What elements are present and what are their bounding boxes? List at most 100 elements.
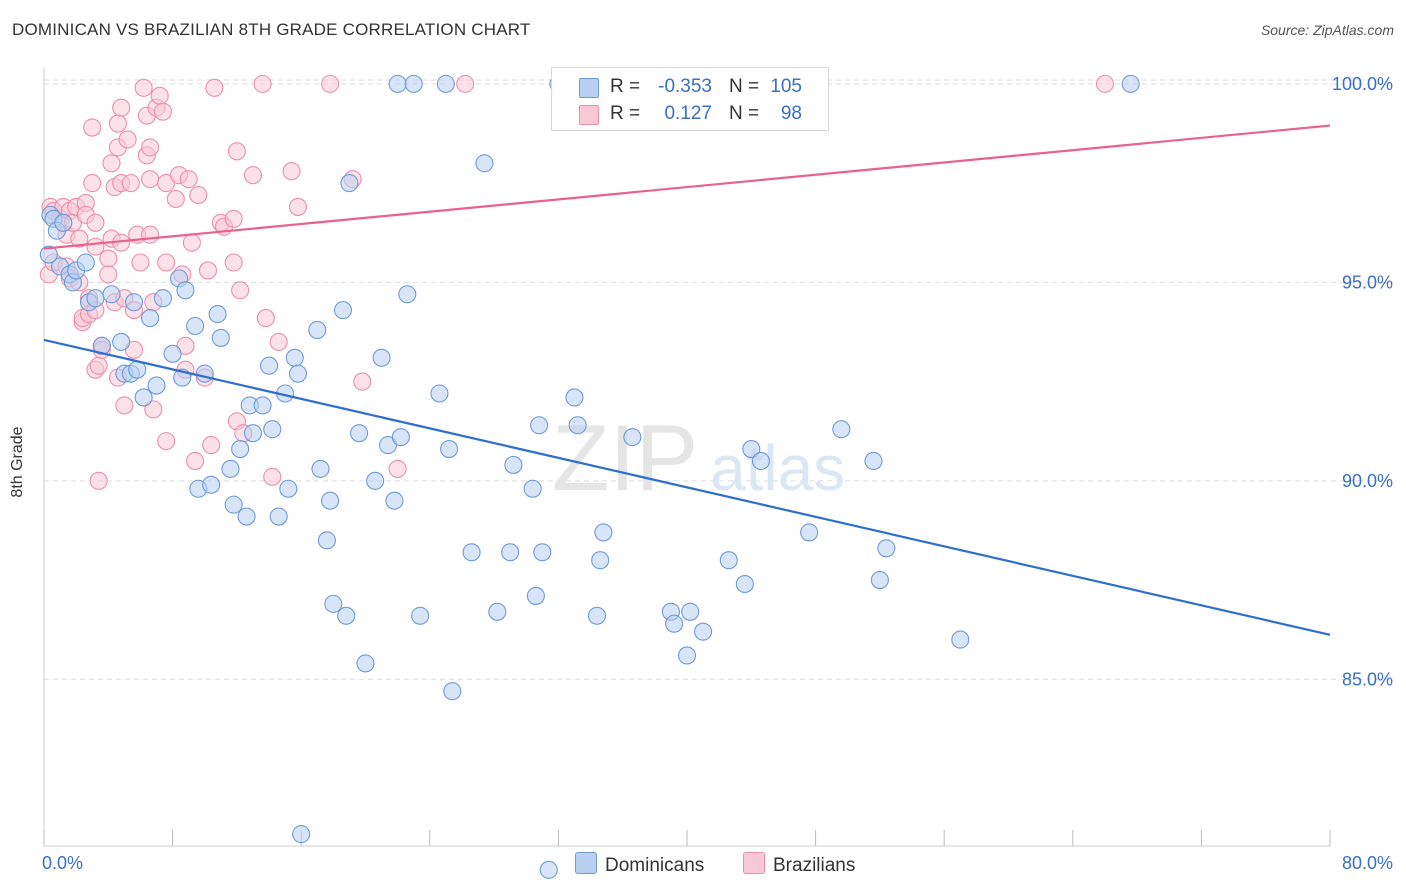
brazilian-point bbox=[70, 229, 89, 248]
brazilian-point bbox=[134, 78, 153, 97]
dominican-point bbox=[440, 440, 459, 459]
dominicans-swatch bbox=[579, 78, 599, 98]
brazilian-point bbox=[102, 154, 121, 173]
brazilian-point bbox=[198, 261, 218, 280]
y-tick-label: 85.0% bbox=[1342, 669, 1393, 689]
brazilian-point bbox=[89, 356, 108, 375]
dominican-point bbox=[153, 289, 173, 308]
dominican-point bbox=[92, 336, 111, 355]
brazilian-point bbox=[99, 249, 118, 268]
dominican-point bbox=[186, 316, 205, 336]
dominican-point bbox=[311, 459, 330, 478]
dominican-point bbox=[462, 543, 481, 562]
dominican-point bbox=[530, 416, 549, 435]
brazilian-point bbox=[269, 332, 288, 351]
dominican-point bbox=[221, 459, 240, 478]
dominican-point bbox=[211, 328, 230, 347]
dominican-point bbox=[800, 523, 819, 542]
brazilian-point bbox=[353, 372, 372, 391]
dominican-point bbox=[591, 551, 610, 570]
dominican-point bbox=[594, 523, 613, 542]
dominican-point bbox=[533, 543, 552, 562]
dominican-point bbox=[719, 551, 738, 570]
brazilian-point bbox=[118, 130, 137, 149]
dominican-point bbox=[224, 495, 243, 514]
dominican-point bbox=[694, 622, 713, 641]
brazilian-point bbox=[124, 340, 144, 359]
dominican-point bbox=[504, 455, 523, 474]
brazilian-point bbox=[83, 118, 102, 137]
brazilian-point bbox=[141, 138, 160, 157]
dominican-point bbox=[141, 309, 160, 328]
dominican-point bbox=[39, 245, 58, 264]
dominican-point bbox=[568, 416, 587, 435]
y-tick-label: 95.0% bbox=[1342, 272, 1393, 292]
brazilian-point bbox=[153, 102, 173, 121]
dominican-point bbox=[751, 451, 770, 471]
brazilians-trend-line bbox=[43, 124, 1331, 250]
source-label: Source: ZipAtlas.com bbox=[1260, 22, 1394, 38]
dominican-point bbox=[76, 253, 95, 272]
dominican-point bbox=[411, 606, 430, 625]
data-points bbox=[39, 74, 1140, 879]
trend-lines bbox=[43, 124, 1331, 636]
x-tick-label-min: 0.0% bbox=[42, 853, 83, 873]
brazilian-point bbox=[189, 185, 208, 205]
brazilian-point bbox=[179, 170, 198, 189]
brazilian-point bbox=[141, 170, 160, 189]
y-tick-label: 90.0% bbox=[1342, 471, 1393, 491]
tick-labels: 85.0% 90.0% 95.0% 100.0% 0.0% 80.0% bbox=[42, 74, 1393, 873]
brazilians-legend-swatch bbox=[743, 852, 765, 874]
dominican-point bbox=[391, 428, 410, 447]
dominican-point bbox=[112, 332, 131, 351]
dominican-point bbox=[681, 602, 700, 621]
brazilian-point bbox=[89, 471, 108, 490]
dominican-point bbox=[665, 614, 684, 633]
brazilian-point bbox=[243, 166, 263, 185]
brazilian-point bbox=[256, 309, 275, 328]
dominican-point bbox=[321, 491, 340, 510]
brazilian-point bbox=[202, 436, 221, 455]
brazilian-point bbox=[224, 253, 243, 272]
brazilian-point bbox=[157, 253, 176, 272]
brazilian-point bbox=[157, 174, 176, 193]
brazilian-point bbox=[224, 209, 243, 228]
brazilian-point bbox=[182, 233, 201, 252]
dominican-point bbox=[366, 471, 385, 490]
brazilian-point bbox=[112, 98, 131, 117]
dominican-point bbox=[475, 154, 494, 173]
dominican-point bbox=[195, 364, 214, 383]
brazilian-point bbox=[86, 213, 105, 232]
dominican-point bbox=[832, 420, 851, 439]
dominican-point bbox=[134, 388, 153, 407]
dominican-point bbox=[292, 825, 311, 844]
brazilian-point bbox=[115, 396, 134, 415]
dominican-point bbox=[243, 424, 263, 443]
dominican-point bbox=[372, 348, 391, 367]
dominican-point bbox=[430, 384, 449, 403]
brazilian-point bbox=[121, 174, 140, 193]
dominican-point bbox=[398, 285, 417, 304]
dominican-point bbox=[951, 630, 970, 649]
brazilian-point bbox=[86, 237, 105, 256]
dominican-point bbox=[86, 289, 105, 308]
dominican-point bbox=[565, 388, 584, 407]
dominican-point bbox=[253, 396, 272, 415]
brazilian-point bbox=[108, 114, 127, 133]
brazilian-point bbox=[176, 336, 195, 355]
brazilian-point bbox=[263, 467, 282, 486]
watermark-atlas: atlas bbox=[710, 432, 845, 504]
dominicans-legend-label: Dominicans bbox=[605, 855, 705, 876]
dominican-point bbox=[350, 424, 369, 443]
chart-title: DOMINICAN VS BRAZILIAN 8TH GRADE CORRELA… bbox=[12, 20, 531, 39]
legend-item-dominicans: Dominicans bbox=[575, 852, 704, 876]
brazilians-legend-label: Brazilians bbox=[773, 855, 856, 876]
dominican-point bbox=[388, 74, 407, 93]
r-label: R = bbox=[610, 103, 641, 124]
dominican-point bbox=[317, 531, 336, 550]
dominican-point bbox=[208, 305, 227, 324]
dominican-point bbox=[378, 436, 398, 455]
dominican-point bbox=[333, 301, 353, 320]
dominican-point bbox=[1121, 74, 1140, 93]
brazilian-point bbox=[1095, 74, 1114, 93]
